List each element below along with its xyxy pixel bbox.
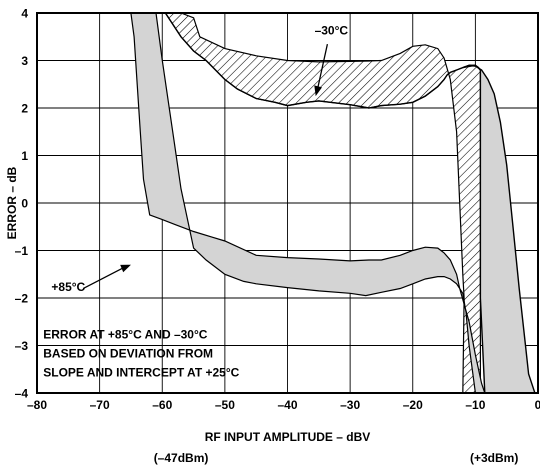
y-tick-label: –3 xyxy=(15,339,29,353)
note-line: BASED ON DEVIATION FROM xyxy=(43,346,213,360)
x-tick-label: –10 xyxy=(465,398,485,412)
note-line: SLOPE AND INTERCEPT AT +25°C xyxy=(43,365,239,379)
series-label: +85°C xyxy=(51,280,85,294)
y-tick-label: –2 xyxy=(15,292,29,306)
y-tick-label: 2 xyxy=(21,102,28,116)
series-minus30c-edge xyxy=(164,13,481,109)
y-tick-label: 3 xyxy=(21,54,28,68)
y-tick-label: 4 xyxy=(21,7,28,21)
tick-layer: –80 –70 –60 –50 –40 –30 –20 –10 0–4–3–2–101234(–… xyxy=(15,7,540,466)
annotation-arrow-line xyxy=(317,43,329,88)
x-tick-label: –40 xyxy=(277,398,297,412)
x-axis-title: RF INPUT AMPLITUDE – dBV xyxy=(205,430,371,444)
annotation-layer: –30°C +85°C ERROR AT +85°C AND –30°C BASED … xyxy=(43,23,348,379)
y-tick-label: 1 xyxy=(21,149,28,163)
x-tick-label: –20 xyxy=(403,398,423,412)
y-tick-label: –4 xyxy=(15,387,29,401)
series-label: –30°C xyxy=(315,23,349,37)
x-tick-label: –50 xyxy=(215,398,235,412)
y-tick-label: 0 xyxy=(21,197,28,211)
x-tick-label: –70 xyxy=(90,398,110,412)
x-tick-label: –80 xyxy=(27,398,47,412)
x-tick-label: –60 xyxy=(152,398,172,412)
plot-frame xyxy=(36,12,539,394)
annotation-arrowhead xyxy=(314,85,322,97)
annotation-arrowhead xyxy=(120,264,131,273)
x-tick-label: –30 xyxy=(340,398,360,412)
x-secondary-label: (–47dBm) xyxy=(154,451,209,465)
series-plus85c-band xyxy=(130,13,486,393)
area-layer xyxy=(84,13,536,393)
note-line: ERROR AT +85°C AND –30°C xyxy=(43,327,208,341)
y-tick-label: –1 xyxy=(15,244,29,258)
annotation-arrow-line xyxy=(82,267,123,290)
x-secondary-label: (+3dBm) xyxy=(470,451,518,465)
x-tick-label: 0 xyxy=(535,398,540,412)
y-axis-title: ERROR – dB xyxy=(5,166,19,239)
